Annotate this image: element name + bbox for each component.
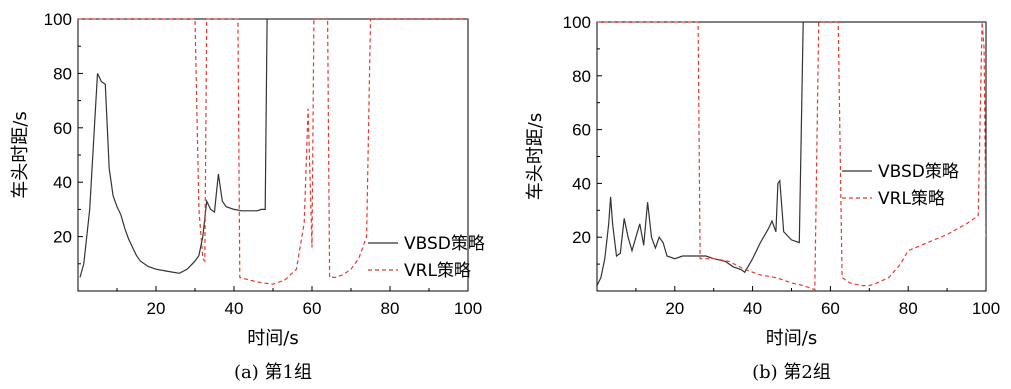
y-axis-label: 车头时距/s: [525, 113, 546, 200]
legend-label: VBSD策略: [404, 234, 485, 254]
panel-caption: (a) 第1组: [234, 362, 312, 383]
x-tick-label: 20: [147, 299, 166, 318]
x-tick-label: 20: [665, 299, 684, 318]
y-tick-label: 60: [53, 119, 72, 138]
x-tick-label: 60: [303, 299, 322, 318]
y-tick-label: 20: [572, 228, 591, 247]
legend: VBSD策略 VRL策略: [368, 234, 485, 281]
y-tick-label: 40: [572, 174, 591, 193]
x-axis-label: 时间/s: [247, 328, 298, 349]
x-tick-label: 40: [225, 299, 244, 318]
x-tick-label: 100: [454, 299, 482, 318]
x-tick-label: 80: [381, 299, 400, 318]
x-tick-label: 100: [972, 299, 1000, 318]
legend-label: VRL策略: [878, 189, 945, 209]
series-line-vbsd: [597, 21, 986, 286]
y-tick-label: 100: [563, 13, 591, 32]
legend: VBSD策略 VRL策略: [842, 162, 959, 209]
y-tick-label: 20: [53, 228, 72, 247]
series-line-vrl: [78, 18, 468, 285]
y-axis-label: 车头时距/s: [10, 111, 31, 198]
panel-caption: (b) 第2组: [752, 362, 831, 383]
chart-panel-1: 20 40 60 80 100 20 40 60 80 100 时间/s 车头时距/s (a) 第1组 V…: [10, 10, 485, 383]
y-tick-label: 80: [53, 64, 72, 83]
legend-label: VRL策略: [404, 261, 471, 281]
y-tick-label: 80: [572, 67, 591, 86]
x-axis-label: 时间/s: [766, 328, 817, 349]
x-tick-label: 80: [899, 299, 918, 318]
plot-frame: [596, 21, 987, 292]
series-line-vrl: [597, 21, 986, 291]
y-tick-label: 60: [572, 121, 591, 140]
series-line-vbsd: [79, 18, 468, 278]
legend-label: VBSD策略: [878, 162, 959, 182]
y-tick-label: 100: [44, 10, 72, 29]
x-tick-label: 60: [821, 299, 840, 318]
x-tick-label: 40: [743, 299, 762, 318]
chart-panel-2: 20 40 60 80 100 20 40 60 80 100 时间/s 车头时距/s (b) 第2组 V…: [525, 13, 1000, 383]
y-tick-label: 40: [53, 173, 72, 192]
